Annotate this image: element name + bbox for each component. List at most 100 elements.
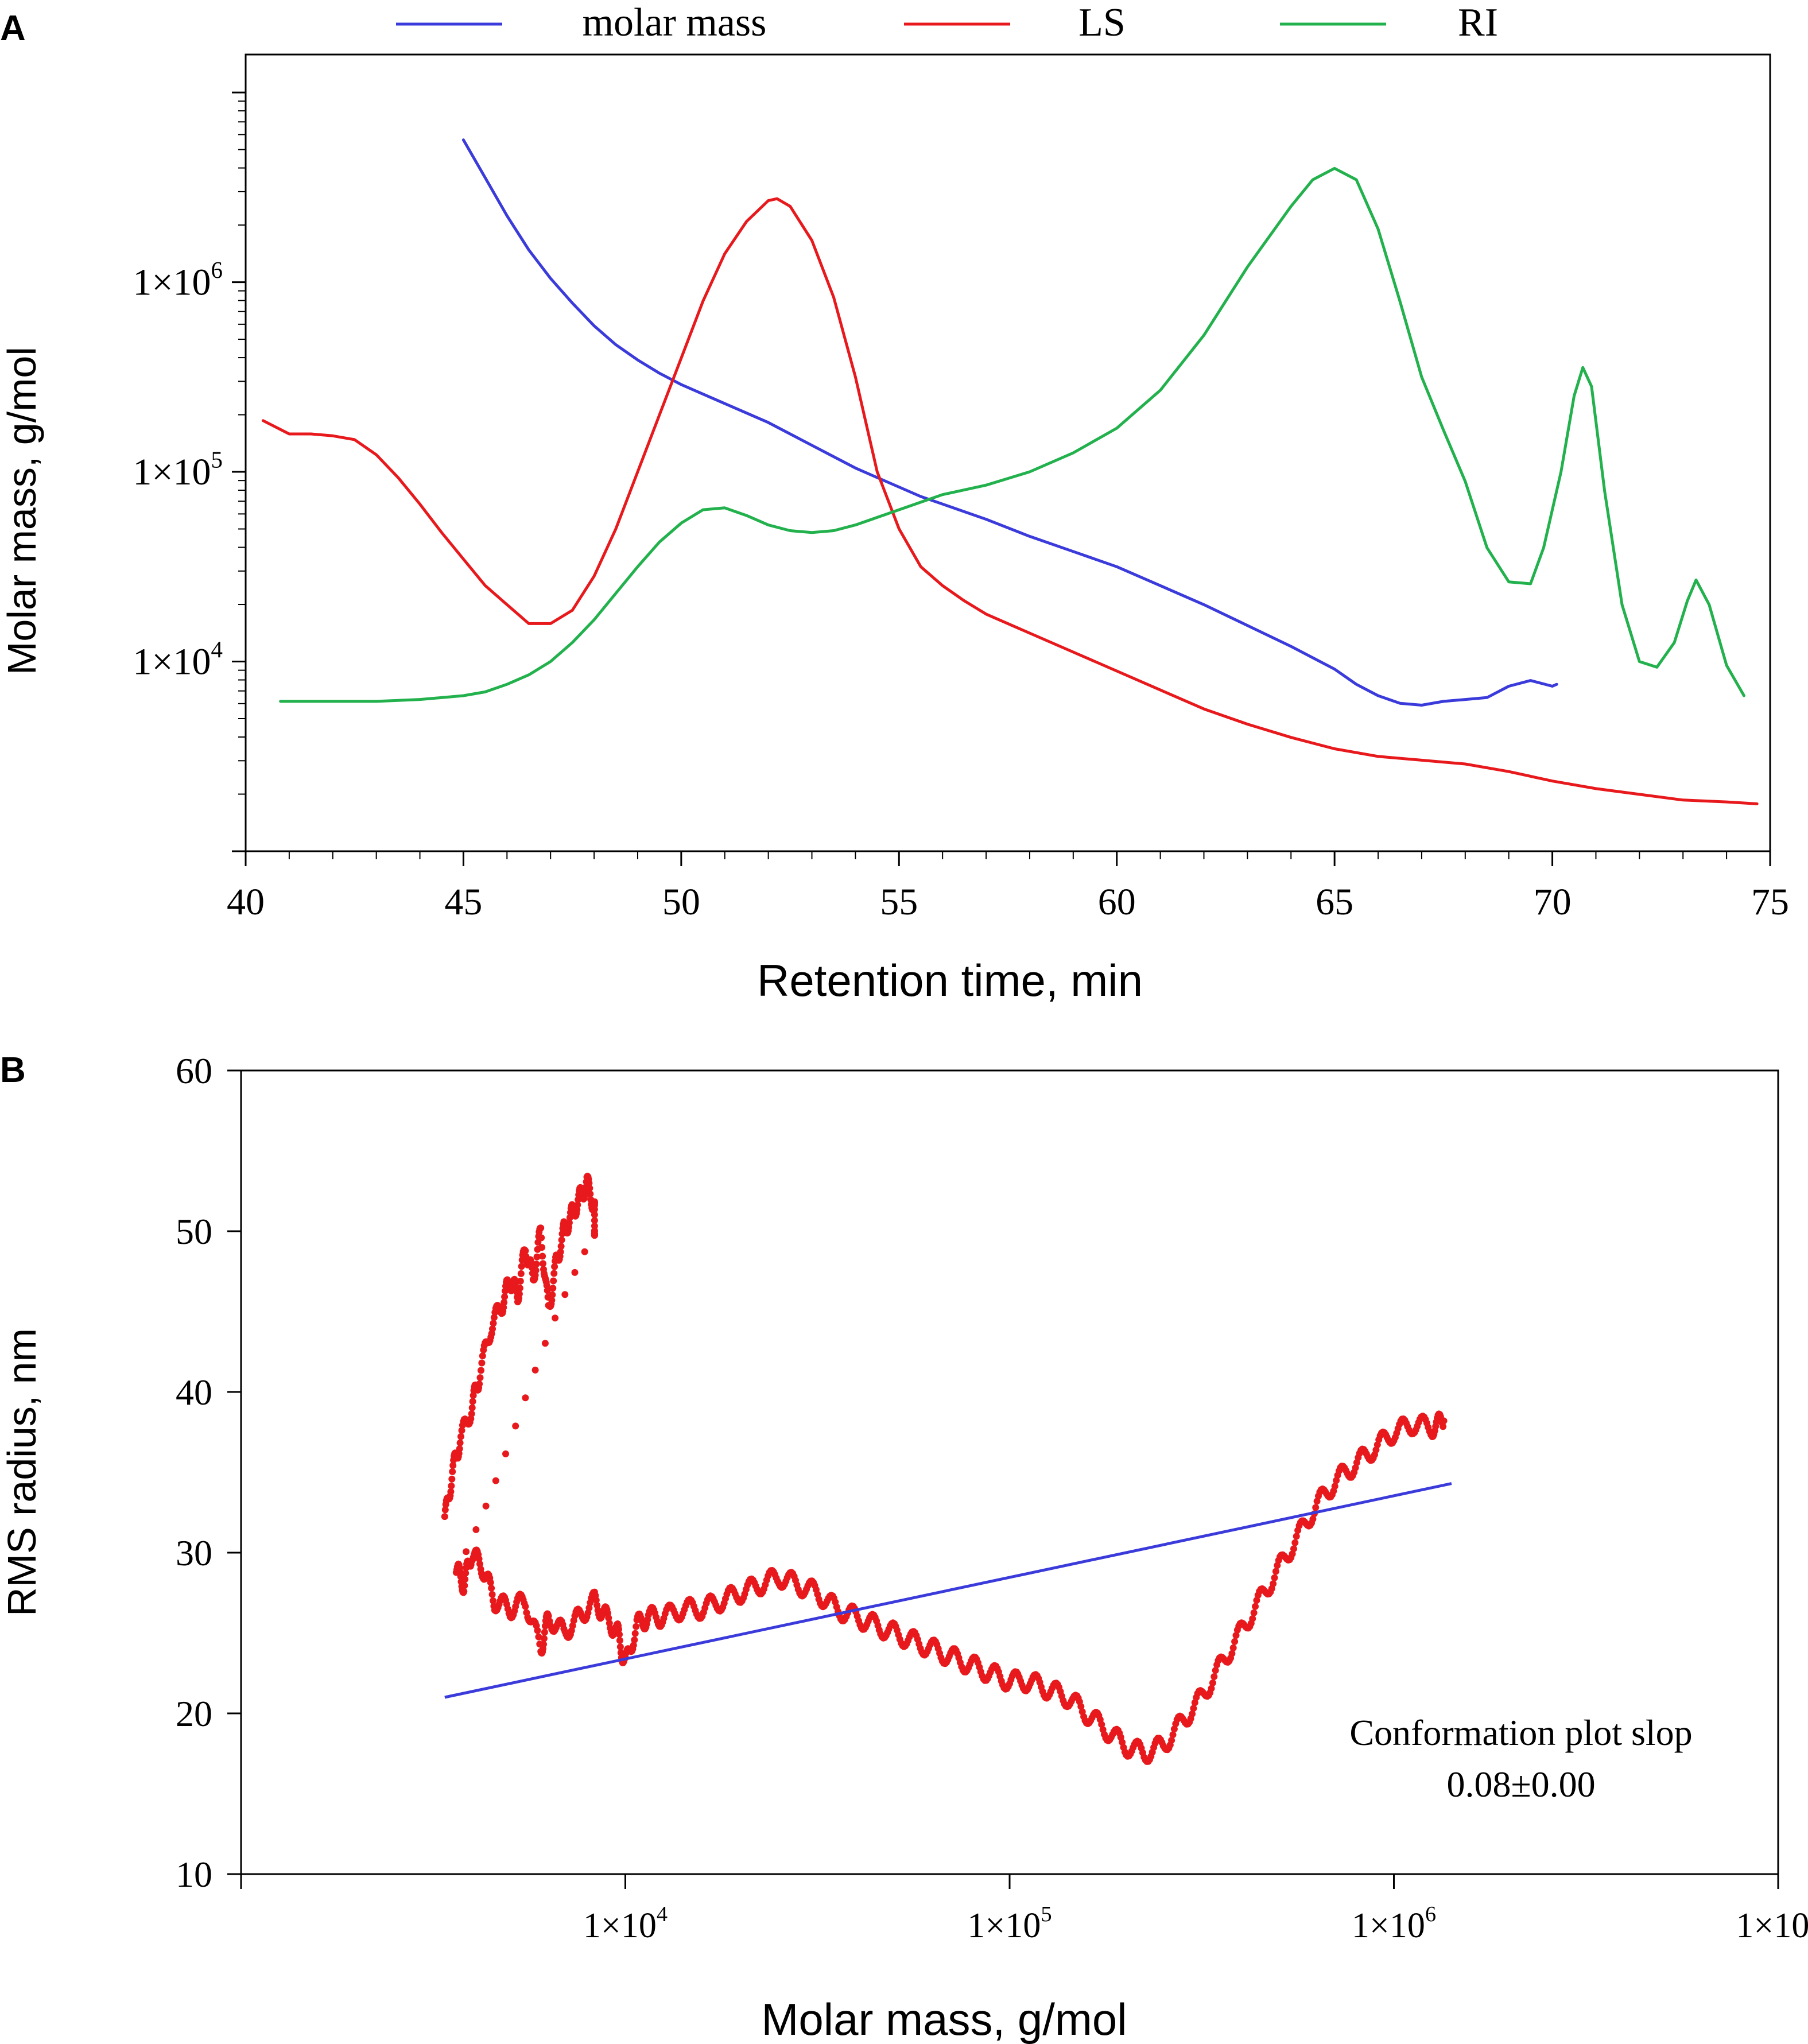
data-point: [534, 1627, 541, 1634]
data-point: [1290, 1545, 1297, 1553]
x-tick-label-b: 1×107: [1736, 1902, 1808, 1945]
data-point: [591, 1211, 598, 1219]
data-point: [540, 1260, 546, 1267]
data-point: [544, 1287, 551, 1294]
data-point: [502, 1450, 509, 1457]
series-b: [441, 1173, 1452, 1765]
x-tick-label-a: 70: [1534, 881, 1572, 923]
y-tick-label-a: 1×106: [133, 257, 223, 304]
data-point: [447, 1488, 455, 1495]
data-point: [1209, 1679, 1216, 1686]
data-point: [1170, 1725, 1178, 1733]
data-point: [478, 1367, 484, 1374]
data-point: [1249, 1615, 1256, 1622]
y-tick-label-a: 1×105: [133, 447, 223, 493]
y-tick-label-b: 30: [176, 1533, 212, 1573]
data-point: [591, 1206, 598, 1213]
data-point: [557, 1243, 565, 1250]
legend-label-ri: RI: [1458, 1, 1498, 45]
data-point: [537, 1224, 545, 1232]
data-point: [522, 1394, 529, 1402]
data-point: [541, 1622, 549, 1630]
data-point: [558, 1236, 565, 1244]
data-point: [488, 1584, 495, 1592]
x-tick-label-b: 1×104: [583, 1902, 668, 1945]
data-point: [615, 1626, 622, 1633]
y-tick-label-a-base: 1×10: [133, 262, 211, 304]
y-tick-label-a-exponent: 5: [211, 447, 223, 472]
data-point: [460, 1588, 468, 1595]
y-axis-title-b: RMS radius, nm: [0, 1328, 44, 1616]
data-point: [550, 1270, 558, 1277]
data-point: [531, 1366, 539, 1374]
data-point: [545, 1612, 552, 1620]
data-point: [616, 1637, 623, 1644]
data-point: [456, 1445, 463, 1452]
x-tick-label-a: 50: [662, 881, 700, 923]
data-point: [581, 1248, 588, 1255]
x-tick-label-b-base: 1×10: [1736, 1906, 1808, 1945]
x-tick-label-a: 60: [1098, 881, 1136, 923]
data-point: [469, 1398, 476, 1405]
data-point: [591, 1217, 598, 1224]
data-point: [605, 1614, 612, 1622]
y-tick-label-b: 40: [176, 1372, 212, 1413]
data-point: [538, 1244, 546, 1251]
x-tick-label-b: 1×105: [967, 1902, 1052, 1945]
data-point: [1309, 1515, 1317, 1523]
data-point: [1440, 1423, 1447, 1430]
x-tick-label-b-exponent: 4: [657, 1902, 668, 1926]
data-point: [533, 1260, 540, 1268]
data-point: [1331, 1483, 1338, 1490]
data-point: [540, 1635, 548, 1642]
data-point: [591, 1228, 598, 1235]
data-point: [1271, 1574, 1278, 1581]
data-point: [532, 1267, 540, 1274]
data-point: [1168, 1737, 1175, 1744]
data-point: [517, 1270, 525, 1277]
data-point: [461, 1582, 468, 1589]
data-point: [441, 1513, 448, 1521]
legend-a: molar mass LS RI: [396, 1, 1498, 45]
data-point: [592, 1596, 600, 1604]
data-point: [1291, 1539, 1299, 1546]
data-point: [479, 1352, 486, 1360]
data-point: [1189, 1711, 1196, 1717]
data-point: [522, 1247, 529, 1255]
y-tick-label-a-exponent: 4: [211, 637, 223, 662]
data-point: [631, 1630, 639, 1637]
data-point: [585, 1180, 593, 1187]
data-point: [1333, 1477, 1340, 1484]
data-point: [1212, 1667, 1219, 1674]
y-tick-label-a-base: 1×10: [133, 641, 211, 683]
data-point: [1077, 1703, 1085, 1711]
data-point: [449, 1468, 456, 1475]
data-point: [476, 1380, 483, 1388]
data-point: [501, 1299, 508, 1306]
data-point: [540, 1640, 547, 1648]
data-point: [539, 1252, 546, 1260]
data-point: [586, 1185, 593, 1192]
data-point: [1272, 1568, 1279, 1575]
data-point: [476, 1374, 484, 1382]
data-point: [1372, 1446, 1380, 1453]
panel-a: A molar mass LS RI 40 45 50 55 60 65 70 751×1061×…: [0, 1, 1789, 1006]
x-tick-label-a: 40: [227, 881, 265, 923]
data-point: [1210, 1673, 1218, 1680]
data-point: [502, 1287, 509, 1295]
data-point: [561, 1291, 569, 1298]
data-point: [1252, 1603, 1259, 1610]
data-point: [548, 1297, 556, 1304]
data-point: [1270, 1580, 1277, 1588]
data-point: [1191, 1699, 1198, 1706]
x-tick-label-b-base: 1×10: [1352, 1906, 1425, 1945]
panel-a-label: A: [0, 9, 26, 48]
data-point: [1228, 1650, 1236, 1657]
plot-frame-a: [245, 53, 1771, 852]
series-line-ri: [279, 166, 1745, 703]
data-point: [461, 1576, 469, 1583]
data-point: [490, 1314, 498, 1321]
